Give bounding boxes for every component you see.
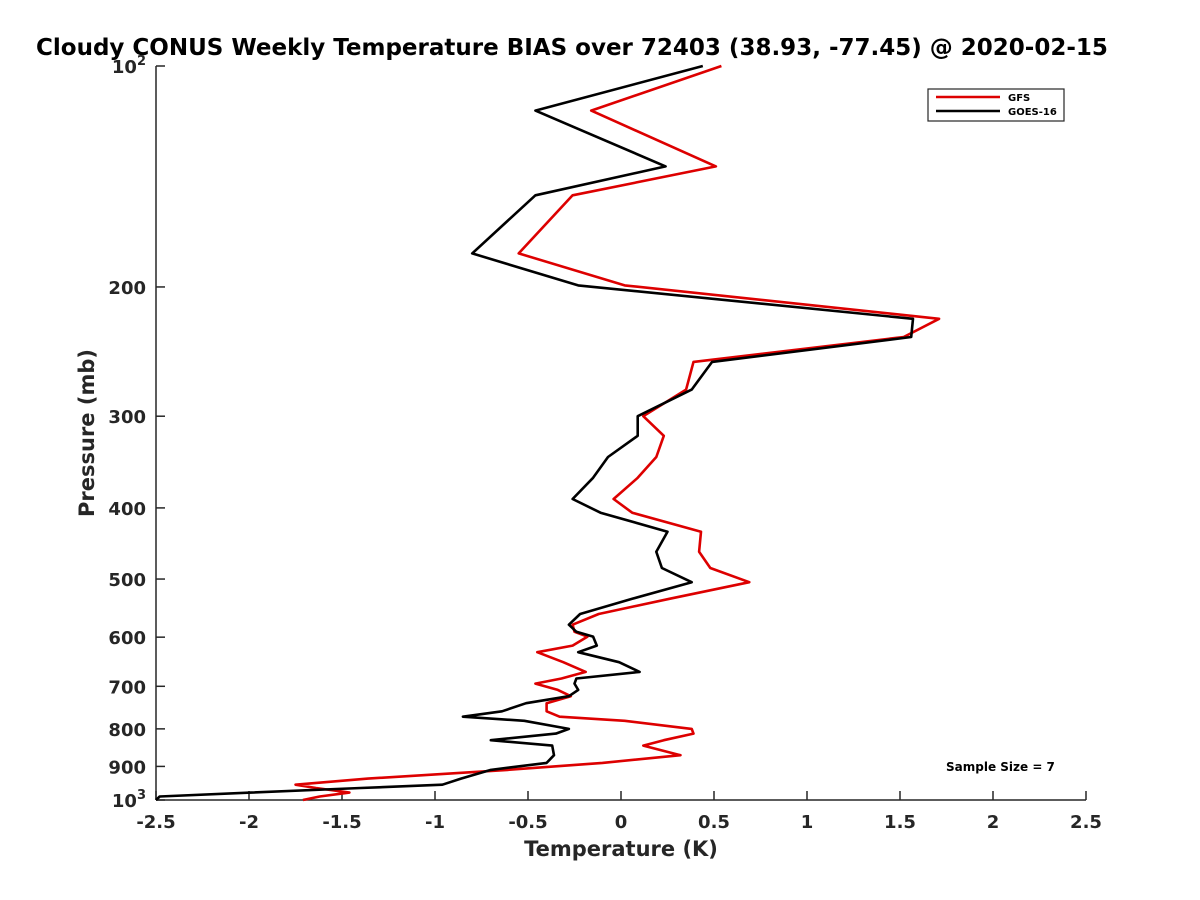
y-tick-label: 300 xyxy=(108,407,146,428)
series-line-goes16 xyxy=(155,64,915,801)
plot-area: -2.5 -2 -1.5 -1 -0.5 0 0.5 1 1.5 2 2.5 10220030040… xyxy=(108,54,1102,833)
y-tick-label: 400 xyxy=(108,499,146,520)
y-tick-label-base: 500 xyxy=(108,570,146,591)
y-tick-label: 200 xyxy=(108,278,146,299)
series-layer xyxy=(155,64,941,802)
y-tick-label: 700 xyxy=(108,677,146,698)
x-tick-label: 1.5 xyxy=(884,812,916,833)
y-tick-label-base: 600 xyxy=(108,628,146,649)
y-tick-label-exponent: 3 xyxy=(137,788,146,803)
y-tick-label: 102 xyxy=(112,54,146,78)
y-tick-label: 900 xyxy=(108,757,146,778)
y-tick-label-exponent: 2 xyxy=(137,54,146,69)
x-axis-label: Temperature (K) xyxy=(524,837,718,861)
y-tick-label: 800 xyxy=(108,720,146,741)
y-tick-label-base: 200 xyxy=(108,278,146,299)
sample-size-annotation: Sample Size = 7 xyxy=(946,760,1055,774)
legend-box xyxy=(927,88,1065,122)
x-tick-label: 0 xyxy=(615,812,628,833)
y-tick-label: 600 xyxy=(108,628,146,649)
chart-title: Cloudy CONUS Weekly Temperature BIAS ove… xyxy=(36,35,1108,61)
y-tick-label: 500 xyxy=(108,570,146,591)
x-tick-label: -1 xyxy=(425,812,445,833)
x-tick-label: -1.5 xyxy=(322,812,361,833)
y-tick-label-base: 900 xyxy=(108,757,146,778)
y-tick-label-base: 400 xyxy=(108,499,146,520)
legend-label-goes16: GOES-16 xyxy=(1008,107,1057,118)
y-tick-label-base: 10 xyxy=(112,57,137,78)
legend-label-gfs: GFS xyxy=(1008,93,1030,104)
legend: GFS GOES-16 xyxy=(927,88,1065,122)
x-axis-ticks: -2.5 -2 -1.5 -1 -0.5 0 0.5 1 1.5 2 2.5 xyxy=(136,791,1102,833)
y-tick-label-base: 10 xyxy=(112,791,137,812)
y-tick-label-base: 700 xyxy=(108,677,146,698)
x-tick-label: 2.5 xyxy=(1070,812,1102,833)
y-tick-label-base: 300 xyxy=(108,407,146,428)
x-tick-label: 2 xyxy=(987,812,1000,833)
y-tick-label-base: 800 xyxy=(108,720,146,741)
x-tick-label: -2.5 xyxy=(136,812,175,833)
y-axis-label: Pressure (mb) xyxy=(75,349,99,517)
y-tick-label: 103 xyxy=(112,788,146,812)
x-tick-label: -2 xyxy=(239,812,259,833)
x-tick-label: -0.5 xyxy=(508,812,547,833)
x-tick-label: 0.5 xyxy=(698,812,730,833)
x-tick-label: 1 xyxy=(801,812,814,833)
series-line-gfs xyxy=(294,64,941,802)
